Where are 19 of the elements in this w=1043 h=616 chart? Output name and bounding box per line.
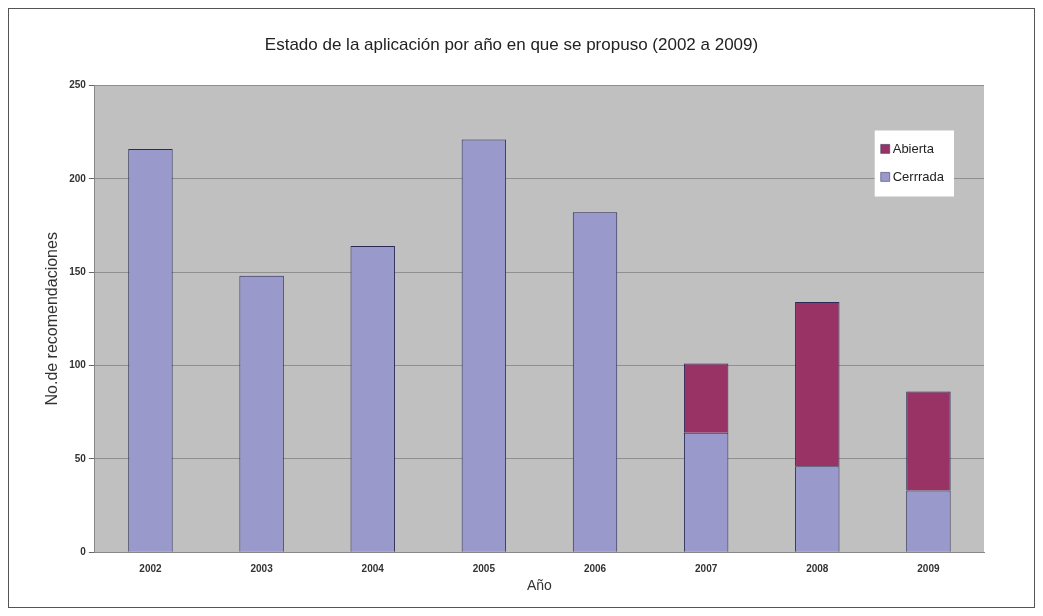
y-tick-label: 150 (69, 265, 87, 277)
y-tick-label: 0 (80, 545, 87, 557)
chart-title: Estado de la aplicación por año en que se propuso (2002 a 2009) (264, 34, 759, 54)
x-tick-label: 2004 (361, 562, 385, 574)
x-tick-label: 2002 (139, 562, 163, 574)
x-tick-label: 2008 (806, 562, 829, 574)
x-tick-label: 2003 (250, 562, 274, 574)
x-tick-label: 2006 (583, 562, 607, 574)
x-tick-label: 2009 (917, 562, 940, 574)
x-axis-title: Año (526, 577, 553, 594)
y-tick-label: 200 (69, 172, 87, 184)
y-tick-label: 250 (69, 79, 87, 91)
x-tick-label: 2007 (695, 562, 718, 574)
x-tick-label: 2005 (472, 562, 496, 574)
y-tick-label: 50 (74, 452, 87, 464)
y-axis-title: No.de recomendaciones (43, 232, 61, 406)
legend-label: Abierta (892, 140, 935, 156)
legend-label: Cerrrada (892, 168, 945, 184)
y-tick-label: 100 (69, 359, 87, 371)
